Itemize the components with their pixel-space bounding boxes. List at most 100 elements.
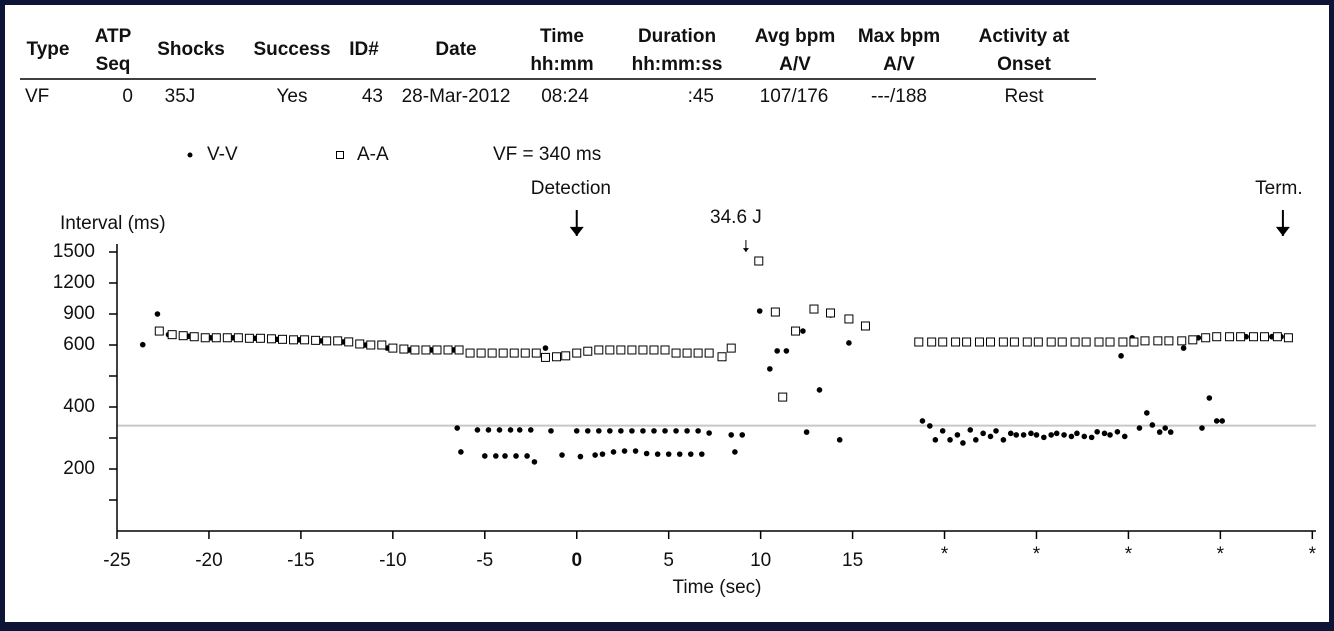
aa-point bbox=[1033, 337, 1043, 347]
aa-point bbox=[388, 343, 398, 353]
aa-point bbox=[1140, 336, 1150, 346]
vv-point bbox=[739, 432, 746, 438]
vv-point bbox=[458, 449, 464, 455]
aa-point bbox=[1212, 332, 1222, 342]
column-header: hh:mm bbox=[530, 54, 593, 75]
table-cell: Rest bbox=[1004, 86, 1044, 107]
aa-point bbox=[1105, 337, 1115, 347]
aa-point bbox=[1081, 337, 1091, 347]
aa-point bbox=[344, 337, 354, 347]
vv-point bbox=[972, 437, 979, 443]
vv-point bbox=[939, 428, 946, 434]
aa-point bbox=[605, 345, 615, 355]
table-cell: Yes bbox=[277, 86, 308, 107]
vv-point bbox=[1028, 430, 1034, 437]
vv-point bbox=[596, 428, 602, 434]
aa-point bbox=[1009, 337, 1019, 347]
vv-point bbox=[621, 448, 628, 454]
aa-point bbox=[222, 333, 232, 343]
aa-point bbox=[962, 337, 972, 347]
y-tick-label: 200 bbox=[63, 458, 95, 479]
column-header: Onset bbox=[997, 54, 1052, 75]
aa-point bbox=[927, 337, 937, 347]
table-cell: 28-Mar-2012 bbox=[402, 86, 511, 107]
vv-point bbox=[774, 348, 780, 354]
x-tick-label: 15 bbox=[842, 550, 863, 571]
legend-label: V-V bbox=[207, 144, 238, 165]
aa-point bbox=[583, 346, 593, 356]
y-tick-label: 600 bbox=[63, 334, 95, 355]
vv-point bbox=[1144, 410, 1150, 416]
aa-point bbox=[552, 352, 562, 362]
aa-point bbox=[200, 333, 210, 343]
vv-point bbox=[947, 437, 953, 443]
aa-point bbox=[704, 348, 714, 358]
aa-point bbox=[1177, 336, 1187, 346]
aa-point bbox=[693, 348, 703, 358]
aa-point bbox=[649, 345, 659, 355]
table-cell: ---/188 bbox=[871, 86, 927, 107]
vv-point bbox=[1020, 432, 1027, 438]
vv-point bbox=[698, 451, 705, 457]
aa-point bbox=[638, 345, 648, 355]
vv-point bbox=[542, 345, 549, 351]
aa-point bbox=[1153, 336, 1163, 346]
aa-point bbox=[311, 335, 321, 345]
vv-point bbox=[993, 428, 999, 434]
vv-point bbox=[1000, 437, 1007, 443]
aa-point bbox=[951, 337, 961, 347]
aa-point bbox=[1188, 335, 1198, 345]
vv-point bbox=[1206, 395, 1213, 401]
annotation-arrowhead bbox=[569, 226, 584, 236]
vv-point bbox=[599, 451, 606, 457]
column-header: Shocks bbox=[157, 39, 225, 60]
vv-point bbox=[706, 430, 712, 436]
aa-point bbox=[211, 333, 221, 343]
x-axis-label: Time (sec) bbox=[672, 577, 761, 598]
aa-point bbox=[1046, 337, 1056, 347]
aa-point bbox=[1283, 333, 1293, 343]
column-header: Activity at bbox=[979, 26, 1070, 47]
vv-point bbox=[1162, 425, 1169, 431]
vv-point bbox=[481, 453, 488, 459]
vv-point bbox=[1167, 429, 1174, 435]
table-cell: 107/176 bbox=[760, 86, 829, 107]
vv-point bbox=[573, 428, 580, 434]
x-tick-label: -5 bbox=[476, 550, 493, 571]
x-tick-label: 5 bbox=[663, 550, 674, 571]
aa-point bbox=[266, 334, 276, 344]
aa-point bbox=[233, 333, 243, 343]
aa-point bbox=[366, 340, 376, 350]
vv-point bbox=[684, 428, 690, 434]
aa-point bbox=[1022, 337, 1032, 347]
aa-point bbox=[594, 345, 604, 355]
aa-point bbox=[377, 340, 387, 350]
column-header: Time bbox=[540, 26, 584, 47]
aa-point bbox=[974, 337, 984, 347]
aa-point bbox=[998, 337, 1008, 347]
vv-point bbox=[654, 451, 661, 457]
aa-point bbox=[844, 314, 854, 324]
vv-point bbox=[676, 451, 683, 457]
vv-point bbox=[960, 440, 966, 446]
x-tick-label: 0 bbox=[571, 550, 582, 571]
vv-point bbox=[640, 428, 646, 434]
aa-point bbox=[1164, 336, 1174, 346]
vv-point bbox=[474, 427, 481, 433]
vv-point bbox=[687, 451, 694, 457]
aa-point bbox=[498, 348, 508, 358]
vv-point bbox=[154, 311, 161, 317]
legend-label: A-A bbox=[357, 144, 389, 165]
vv-point bbox=[527, 427, 534, 433]
aa-point bbox=[487, 348, 497, 358]
aa-point bbox=[1201, 333, 1211, 343]
vv-point bbox=[919, 418, 926, 424]
aa-point bbox=[432, 345, 442, 355]
vv-point bbox=[1149, 422, 1156, 428]
aa-point bbox=[178, 331, 188, 341]
vv-point bbox=[732, 449, 738, 455]
vv-point bbox=[507, 427, 514, 433]
aa-point bbox=[717, 352, 727, 362]
aa-point bbox=[1129, 337, 1139, 347]
